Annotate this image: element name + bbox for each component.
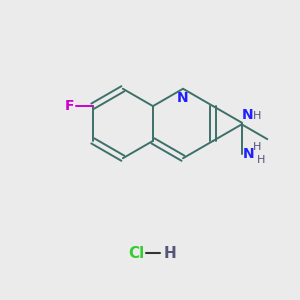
Text: N: N <box>177 91 188 105</box>
Text: H: H <box>163 246 176 261</box>
Text: H: H <box>253 142 261 152</box>
Text: H: H <box>257 155 265 165</box>
Text: Cl: Cl <box>128 246 144 261</box>
Text: F: F <box>65 99 74 113</box>
Text: N: N <box>242 108 253 122</box>
Text: H: H <box>253 111 261 121</box>
Text: N: N <box>243 147 254 161</box>
